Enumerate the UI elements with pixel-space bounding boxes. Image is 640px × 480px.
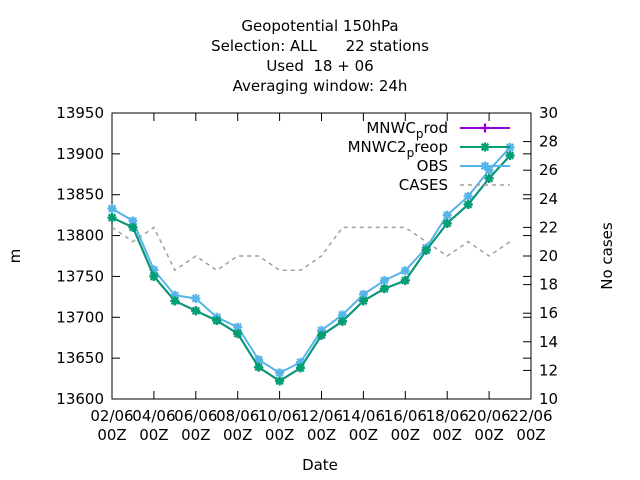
title-line-2: Selection: ALL 22 stations	[211, 37, 429, 55]
data-point	[463, 200, 473, 210]
y2-tick-label: 14	[539, 333, 558, 351]
y2-tick-label: 10	[539, 390, 558, 408]
data-point	[275, 376, 285, 386]
data-point	[463, 191, 473, 201]
legend-entry: OBS	[417, 157, 510, 175]
data-point	[317, 325, 326, 335]
x-tick-label: 02/06 00Z	[90, 407, 133, 444]
y-tick-label: 13600	[56, 390, 104, 408]
data-point	[128, 222, 138, 232]
legend-label: MNWC2preop	[348, 138, 448, 160]
x-tick-label: 20/06 00Z	[467, 407, 510, 444]
data-point	[170, 290, 180, 300]
x-tick-label: 18/06 00Z	[426, 407, 469, 444]
data-point	[275, 368, 285, 378]
data-point	[421, 245, 431, 255]
data-point	[317, 330, 326, 340]
data-point	[128, 216, 138, 226]
series-cases	[111, 226, 511, 272]
y-tick-label: 13750	[56, 267, 104, 285]
y-tick-label: 13850	[56, 186, 104, 204]
title-line-4: Averaging window: 24h	[233, 77, 408, 95]
legend-entry: CASES	[399, 176, 510, 194]
x-tick-label: 14/06 00Z	[342, 407, 385, 444]
data-point	[149, 271, 159, 281]
x-tick-label: 04/06 00Z	[132, 407, 175, 444]
x-tick-label: 22/06 00Z	[509, 407, 552, 444]
y-axis: 13600 13650 13700 13750 13800 13850 13900 13950	[56, 104, 531, 408]
chart-title: Geopotential 150hPa Selection: ALL 22 st…	[211, 17, 429, 95]
legend-marker	[480, 142, 490, 152]
data-point	[191, 293, 201, 303]
x-axis-label: Date	[302, 456, 338, 474]
legend-marker	[480, 123, 490, 133]
y2-tick-label: 22	[539, 218, 558, 236]
series-layer	[107, 142, 515, 386]
y-tick-label: 13900	[56, 145, 104, 163]
y-tick-label: 13950	[56, 104, 104, 122]
data-point	[254, 355, 264, 365]
data-point	[170, 296, 180, 306]
data-point	[379, 284, 389, 294]
x-tick-label: 08/06 00Z	[216, 407, 259, 444]
y2-tick-label: 28	[539, 133, 558, 151]
data-point	[254, 362, 264, 372]
data-point	[358, 296, 368, 306]
legend-label: OBS	[417, 157, 448, 175]
data-point	[107, 213, 117, 223]
y-tick-label: 13700	[56, 308, 104, 326]
data-point	[296, 357, 306, 367]
x-tick-label: 06/06 00Z	[174, 407, 217, 444]
x-tick-label: 12/06 00Z	[300, 407, 343, 444]
series-obs	[107, 142, 515, 378]
data-point	[107, 204, 117, 214]
legend-entry: MNWCprod	[366, 119, 510, 141]
data-point	[191, 306, 201, 316]
legend-label: CASES	[399, 176, 448, 194]
series-mnwc2-preop	[107, 150, 515, 386]
data-point	[379, 276, 389, 286]
series-line	[111, 226, 511, 272]
data-point	[296, 363, 306, 373]
y2-tick-label: 24	[539, 190, 558, 208]
title-line-1: Geopotential 150hPa	[241, 17, 398, 35]
data-point	[400, 266, 410, 276]
legend-marker	[480, 161, 490, 171]
y2-tick-label: 20	[539, 247, 558, 265]
y2-tick-label: 16	[539, 304, 558, 322]
y2-tick-label: 26	[539, 161, 558, 179]
data-point	[337, 310, 347, 320]
x-tick-label: 10/06 00Z	[258, 407, 301, 444]
y2-tick-label: 12	[539, 361, 558, 379]
legend-entry: MNWC2preop	[348, 138, 510, 160]
data-point	[233, 322, 243, 332]
data-point	[484, 165, 494, 175]
series-line	[111, 154, 511, 383]
series-line	[111, 146, 511, 374]
data-point	[442, 218, 452, 228]
y-tick-label: 13650	[56, 349, 104, 367]
y2-axis: 10 12 14 16 18 20 22 24 26 28 30	[523, 104, 558, 408]
y2-tick-label: 30	[539, 104, 558, 122]
y-tick-label: 13800	[56, 227, 104, 245]
data-point	[484, 173, 494, 183]
data-point	[400, 276, 410, 286]
data-point	[149, 265, 159, 275]
data-point	[233, 329, 243, 339]
data-point	[442, 210, 452, 220]
y2-tick-label: 18	[539, 276, 558, 294]
legend-label: MNWCprod	[366, 119, 448, 141]
data-point	[212, 316, 222, 326]
data-point	[505, 150, 515, 160]
title-line-3: Used 18 + 06	[266, 57, 373, 75]
data-point	[358, 289, 368, 299]
x-tick-label: 16/06 00Z	[384, 407, 427, 444]
y2-axis-label: No cases	[598, 222, 616, 290]
y-axis-label: m	[6, 249, 24, 264]
data-point	[505, 142, 515, 152]
data-point	[337, 316, 347, 326]
